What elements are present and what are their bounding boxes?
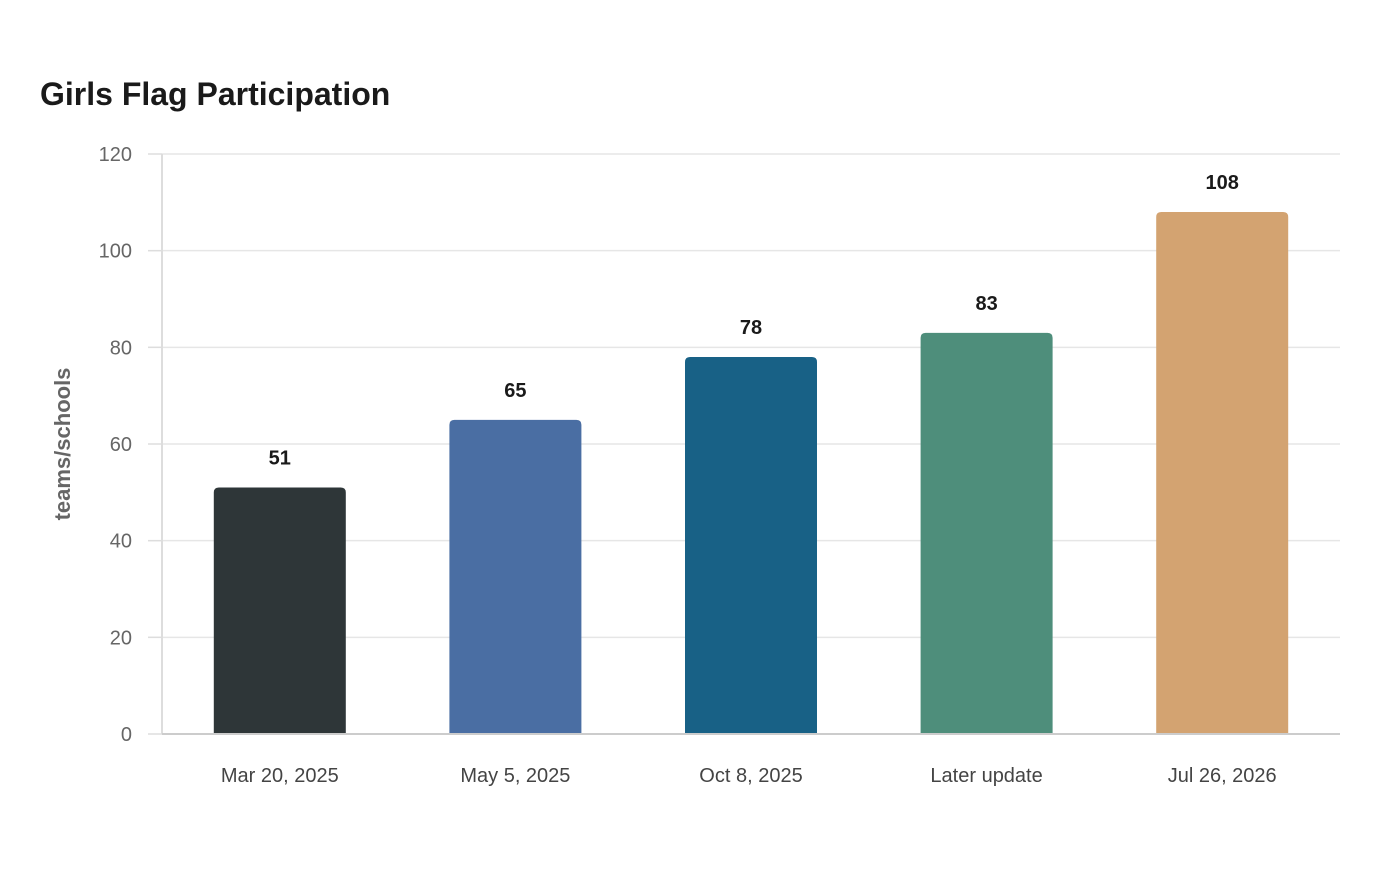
chart-title: Girls Flag Participation (40, 76, 391, 112)
bar (685, 357, 817, 734)
bar-value-label: 78 (740, 317, 762, 339)
y-tick-label: 80 (110, 337, 132, 359)
y-tick-label: 100 (99, 241, 132, 263)
x-axis-categories: Mar 20, 2025 May 5, 2025 Oct 8, 2025 Later … (221, 765, 1277, 787)
y-tick-label: 0 (121, 724, 132, 746)
x-category-label: May 5, 2025 (460, 765, 570, 787)
x-category-label: Later update (930, 765, 1042, 787)
y-axis-title: teams/schools (50, 368, 75, 521)
bar (1156, 212, 1289, 734)
x-category-label: Mar 20, 2025 (221, 765, 339, 787)
bar-value-label: 108 (1206, 172, 1239, 194)
y-tick-label: 20 (110, 627, 132, 649)
x-category-label: Jul 26, 2026 (1168, 765, 1277, 787)
y-tick-label: 120 (99, 144, 132, 166)
y-tick-label: 60 (110, 434, 132, 456)
bar-value-label: 51 (269, 448, 291, 470)
data-labels: 51 65 78 83 108 (269, 172, 1239, 470)
bars (213, 212, 1289, 734)
y-tick-label: 40 (110, 531, 132, 553)
bar (213, 487, 346, 734)
y-axis-ticks: 0 20 40 60 80 100 120 (99, 144, 162, 746)
bar (920, 332, 1053, 734)
x-category-label: Oct 8, 2025 (699, 765, 802, 787)
bar (449, 419, 582, 734)
bar-value-label: 83 (975, 293, 997, 315)
bar-value-label: 65 (504, 380, 526, 402)
